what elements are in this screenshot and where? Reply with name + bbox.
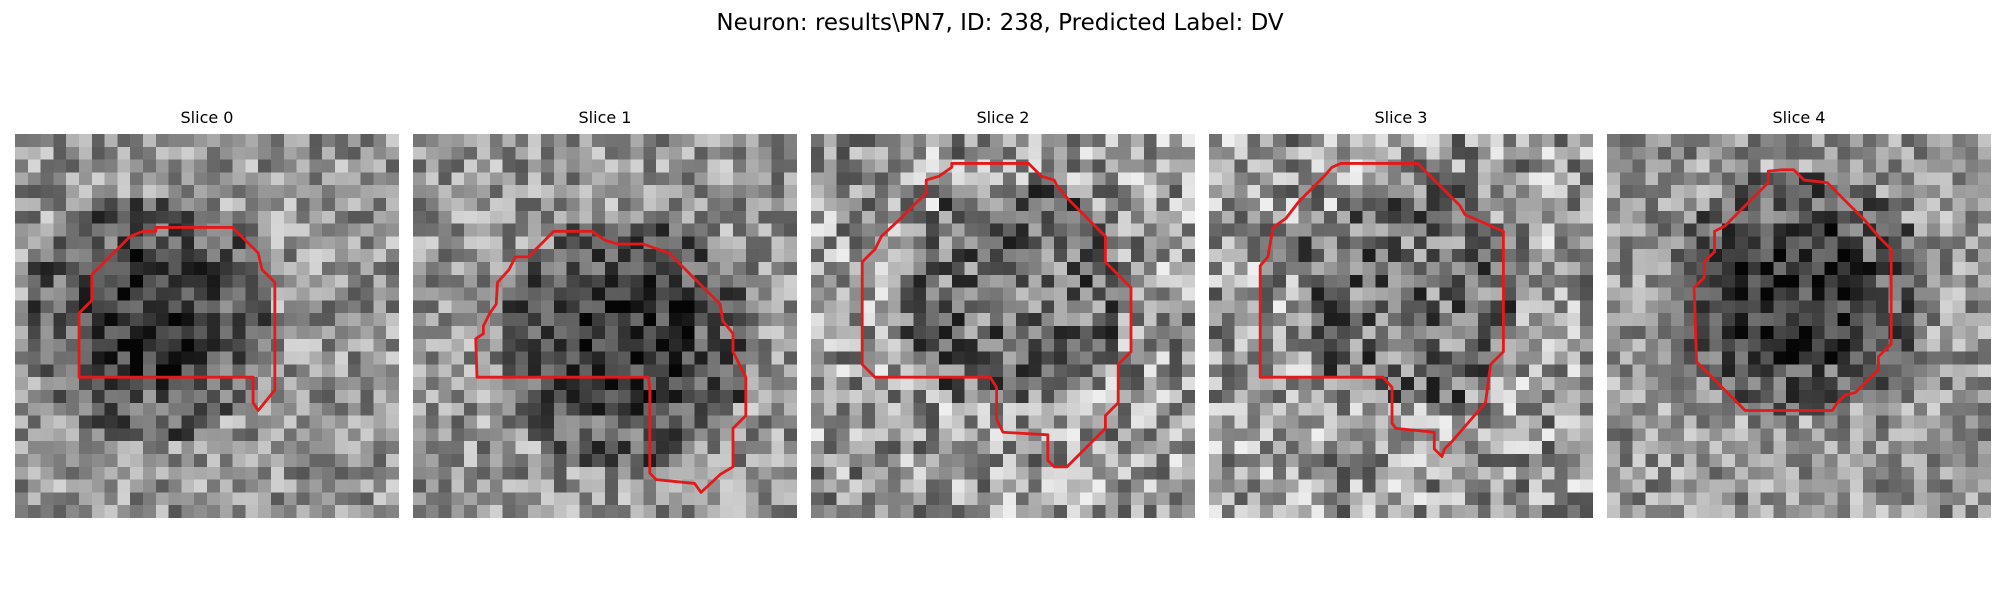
contour-line: [860, 162, 1133, 469]
contour-line: [1692, 168, 1893, 412]
segmentation-contour: [1692, 168, 1893, 412]
slice-panel-2: Slice 2: [811, 108, 1195, 518]
segmentation-contour: [860, 162, 1133, 469]
slice-panel-0: Slice 0: [15, 108, 399, 518]
contour-line: [474, 229, 748, 494]
slice-title: Slice 2: [976, 108, 1030, 127]
slice-panel-4: Slice 4: [1607, 108, 1991, 518]
slice-image: [1209, 134, 1593, 518]
slice-image: [1607, 134, 1991, 518]
slice-title: Slice 3: [1374, 108, 1428, 127]
slice-title: Slice 4: [1772, 108, 1826, 127]
contour-line: [1258, 162, 1505, 458]
segmentation-contour: [474, 229, 748, 494]
slice-title: Slice 1: [578, 108, 632, 127]
contour-line: [77, 226, 277, 412]
slice-panel-3: Slice 3: [1209, 108, 1593, 518]
segmentation-contour: [77, 226, 277, 412]
segmentation-contour: [1258, 162, 1505, 458]
slice-panel-1: Slice 1: [413, 108, 797, 518]
figure-title: Neuron: results\PN7, ID: 238, Predicted …: [716, 10, 1284, 36]
slice-title: Slice 0: [180, 108, 234, 127]
